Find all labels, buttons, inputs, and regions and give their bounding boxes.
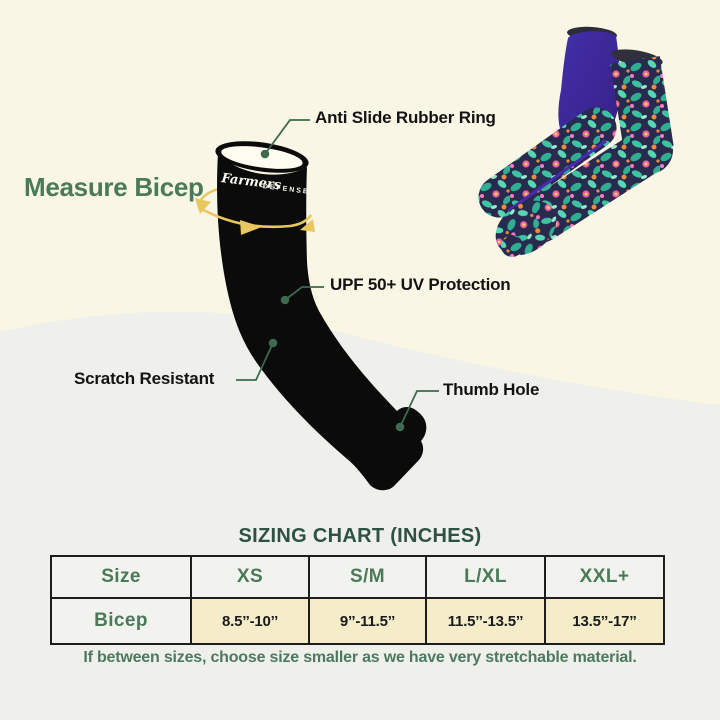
purple-seam-line [507,139,607,213]
sleeve-opening-inner [221,146,303,169]
sizing-table-bicep-row: Bicep 8.5’’-10’’ 9’’-11.5’’ 11.5’’-13.5’… [50,597,665,645]
measure-arrow-front [195,198,315,235]
size-col-xxl: XXL+ [544,555,665,599]
callout-connectors [236,119,439,428]
callout-dots [260,149,405,432]
upf-dot [280,295,290,305]
product-photo-sleeves [478,26,674,257]
size-row-header: Size [50,555,192,599]
scratch-dot [268,338,278,348]
upf-uv-protection-label: UPF 50+ UV Protection [330,275,511,294]
sleeve-body [217,153,427,491]
size-col-lxl: L/XL [425,555,546,599]
thumb-connector [399,390,439,428]
measure-arrowhead-middle [240,220,262,235]
scratch-connector [236,342,274,381]
sizing-table: Size XS S/M L/XL XXL+ Bicep 8.5’’-10’’ 9… [50,555,665,645]
bicep-value-sm: 9’’-11.5’’ [308,597,427,645]
bicep-value-xxl: 13.5’’-17’’ [544,597,665,645]
scratch-resistant-label: Scratch Resistant [74,369,215,388]
bicep-value-xs: 8.5’’-10’’ [190,597,310,645]
sizing-chart-title: SIZING CHART (INCHES) [238,525,482,547]
measure-arrowhead-right [300,219,315,232]
anti-slide-rubber-ring-label: Anti Slide Rubber Ring [315,108,496,127]
bicep-row-header: Bicep [50,597,192,645]
anti-slide-connector [264,119,310,155]
floral-forearm-left [478,107,617,218]
measure-bicep-label: Measure Bicep [24,172,204,202]
thumb-dot [395,422,405,432]
logo-script-text: Farmers [220,171,283,193]
black-sleeve-illustration: Farmers DEFENSE [215,141,427,491]
bicep-value-lxl: 11.5’’-13.5’’ [425,597,546,645]
sizing-note: If between sizes, choose size smaller as… [83,649,637,666]
sizing-table-header-row: Size XS S/M L/XL XXL+ [50,555,665,599]
measure-arrowhead-left [195,198,211,214]
floral-sleeve-hand-bump [501,235,523,257]
anti-slide-dot [260,149,270,159]
upf-connector [284,286,324,301]
size-col-sm: S/M [308,555,427,599]
thumb-hole-label: Thumb Hole [443,380,540,399]
floral-sleeve-forearm [517,127,672,243]
size-col-xs: XS [190,555,310,599]
